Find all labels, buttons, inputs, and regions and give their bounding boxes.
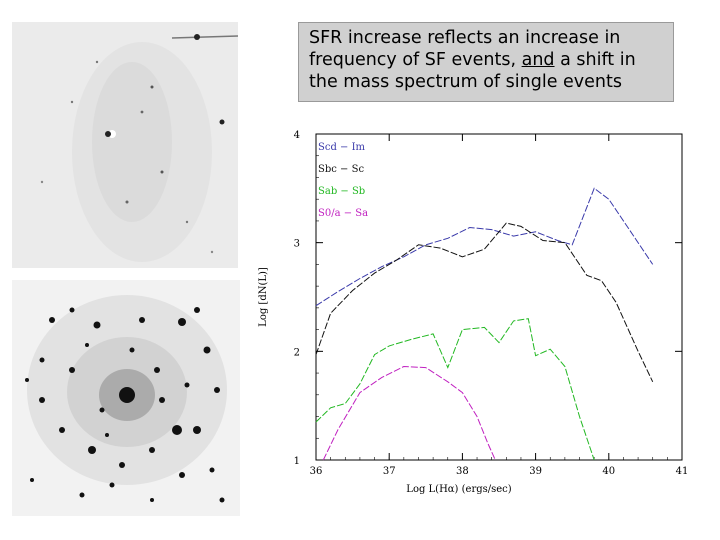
face-on-spiral-galaxy-image — [12, 280, 240, 516]
series-line-sab — [315, 318, 595, 461]
luminosity-function-chart: 36 37 38 39 40 41 1 2 3 4 Log L(Hα) (ergs/sec) Log … — [252, 118, 692, 500]
plot-frame — [315, 133, 683, 461]
legend-entry-sab: Sab − Sb — [318, 186, 365, 197]
legend-entry-sbc: Sbc − Sc — [318, 164, 364, 175]
callout-underlined-word: and — [521, 50, 555, 70]
y-tick-label: 3 — [294, 239, 300, 250]
x-tick-label: 38 — [456, 466, 469, 477]
series-line-sbc — [315, 222, 654, 383]
x-axis-label: Log L(Hα) (ergs/sec) — [406, 484, 511, 495]
callout-box: SFR increase reflects an increase in fre… — [298, 22, 674, 102]
legend-entry-sm: Scd − Im — [318, 142, 366, 153]
legend-entry-sa: S0/a − Sa — [318, 208, 368, 219]
x-tick-label: 36 — [310, 466, 323, 477]
x-tick-label: 37 — [383, 466, 396, 477]
y-axis-label: Log [dN(L)] — [258, 267, 269, 327]
series-line-sm — [315, 187, 654, 307]
x-tick-label: 40 — [602, 466, 615, 477]
callout-text-end: a shift in the mass spectrum of single e… — [309, 50, 636, 92]
y-tick-label: 4 — [294, 130, 300, 141]
x-tick-label: 39 — [529, 466, 542, 477]
x-tick-label: 41 — [676, 466, 689, 477]
callout-text-start: SFR increase reflects an increase in fre… — [309, 28, 621, 70]
y-tick-label: 1 — [294, 456, 300, 467]
y-tick-label: 2 — [294, 347, 300, 358]
series-line-sa — [322, 365, 496, 461]
edge-on-galaxy-image — [12, 22, 238, 268]
